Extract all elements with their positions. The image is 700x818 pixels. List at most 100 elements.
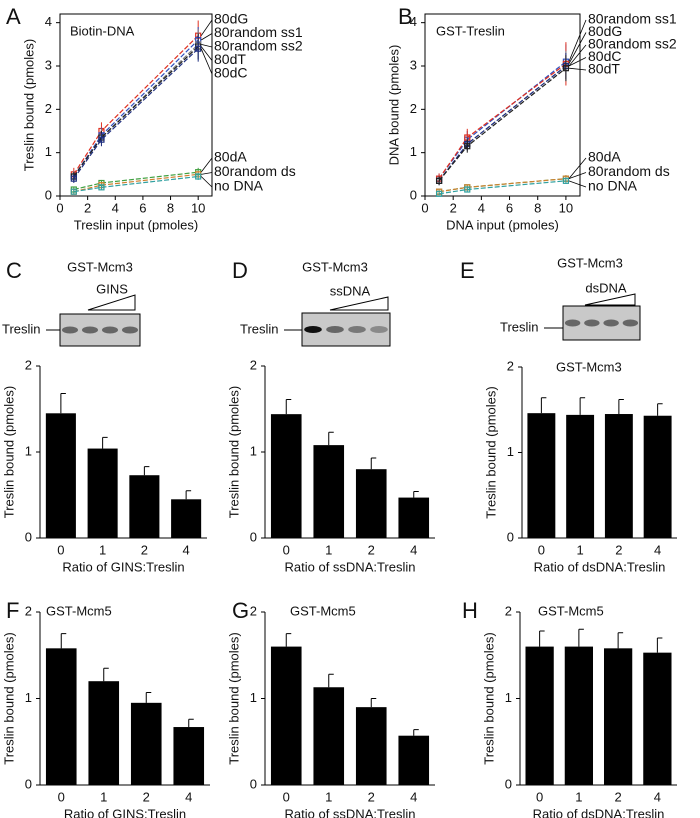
bar bbox=[643, 415, 672, 538]
blot-treatment: dsDNA bbox=[585, 280, 627, 295]
error-bar bbox=[60, 633, 67, 649]
y-tick-label: 0 bbox=[507, 529, 514, 544]
blot-band bbox=[82, 326, 98, 334]
error-bar bbox=[370, 457, 377, 470]
bar bbox=[355, 707, 387, 785]
error-bar bbox=[617, 632, 624, 649]
x-tick-label: 0 bbox=[536, 789, 543, 804]
y-tick-label: 0 bbox=[25, 776, 32, 791]
point bbox=[195, 173, 202, 180]
x-tick-label: 0 bbox=[56, 200, 63, 215]
point bbox=[464, 143, 471, 150]
y-tick-label: 2 bbox=[45, 101, 52, 116]
error-bar bbox=[185, 490, 192, 500]
y-tick-label: 1 bbox=[45, 144, 52, 159]
bar bbox=[603, 648, 633, 785]
panel-letter: A bbox=[6, 4, 21, 29]
label-leader bbox=[200, 33, 213, 41]
y-tick-label: 0 bbox=[25, 529, 32, 544]
x-tick-label: 4 bbox=[410, 789, 417, 804]
blot-band bbox=[348, 326, 366, 333]
x-tick-label: 0 bbox=[57, 542, 64, 557]
y-tick-label: 3 bbox=[45, 57, 52, 72]
bar bbox=[643, 652, 672, 785]
panel-letter: G bbox=[232, 598, 249, 623]
y-tick-label: 1 bbox=[25, 690, 32, 705]
error-bar bbox=[285, 633, 292, 647]
error-bar bbox=[540, 397, 547, 414]
series-label: 80dA bbox=[588, 149, 621, 165]
x-tick-label: 2 bbox=[141, 542, 148, 557]
x-axis-label: Ratio of dsDNA:Treslin bbox=[533, 806, 665, 818]
x-tick-label: 2 bbox=[143, 789, 150, 804]
x-tick-label: 2 bbox=[615, 789, 622, 804]
plot-frame bbox=[424, 13, 581, 197]
x-tick-label: 4 bbox=[478, 200, 485, 215]
series-label: 80dG bbox=[214, 11, 248, 27]
error-bar bbox=[618, 398, 624, 415]
series-label: 80dA bbox=[214, 149, 247, 165]
bar bbox=[566, 414, 595, 538]
point bbox=[562, 177, 570, 184]
error-bar bbox=[285, 399, 292, 415]
blot-title: GST-Mcm3 bbox=[67, 259, 133, 274]
label-leader bbox=[568, 19, 587, 62]
label-leader bbox=[201, 172, 213, 175]
series-label: no DNA bbox=[214, 178, 264, 194]
label-leader bbox=[200, 48, 213, 75]
series-line bbox=[438, 178, 566, 193]
x-tick-label: 1 bbox=[100, 789, 107, 804]
wedge bbox=[329, 296, 389, 311]
x-tick-label: 2 bbox=[450, 200, 457, 215]
y-axis-label: Treslin bound (pmoles) bbox=[226, 632, 241, 764]
error-bar bbox=[103, 667, 109, 682]
series-label: 80random ss1 bbox=[214, 24, 303, 40]
series-label: 80random ss2 bbox=[214, 38, 303, 54]
x-tick-label: 4 bbox=[654, 542, 661, 557]
blot-treatment: ssDNA bbox=[330, 283, 371, 298]
x-axis-label: Ratio of GINS:Treslin bbox=[64, 806, 186, 818]
x-tick-label: 10 bbox=[191, 200, 205, 215]
series-label: 80random ds bbox=[588, 163, 670, 179]
y-axis-label: DNA bound (pmoles) bbox=[386, 45, 401, 166]
series-line bbox=[438, 61, 567, 180]
point bbox=[70, 175, 77, 182]
error-bar bbox=[145, 691, 152, 703]
point bbox=[70, 188, 77, 195]
error-bar bbox=[143, 466, 150, 476]
x-tick-label: 4 bbox=[410, 542, 417, 557]
blot-band bbox=[622, 319, 639, 327]
series-label: 80random ss2 bbox=[588, 36, 677, 52]
x-tick-label: 10 bbox=[559, 200, 573, 215]
panel-letter: F bbox=[6, 598, 19, 623]
bar bbox=[87, 448, 118, 538]
x-tick-label: 6 bbox=[139, 200, 146, 215]
bar bbox=[88, 681, 120, 785]
series-label: 80dG bbox=[588, 23, 622, 39]
blot-treatment: GINS bbox=[96, 281, 128, 296]
error-bar bbox=[102, 436, 108, 449]
panel-letter: E bbox=[460, 258, 475, 283]
label-leader bbox=[568, 157, 587, 179]
y-tick-label: 2 bbox=[25, 357, 32, 372]
label-leader bbox=[568, 32, 587, 65]
annotation: Biotin-DNA bbox=[70, 23, 135, 38]
x-tick-label: 0 bbox=[58, 789, 65, 804]
x-tick-label: 8 bbox=[534, 200, 541, 215]
x-tick-label: 0 bbox=[283, 542, 290, 557]
error-bar bbox=[188, 718, 194, 728]
label-leader bbox=[200, 19, 213, 36]
x-tick-label: 2 bbox=[84, 200, 91, 215]
x-tick-label: 0 bbox=[283, 789, 290, 804]
plot-frame bbox=[59, 13, 213, 197]
blot-band-label: Treslin bbox=[2, 321, 41, 336]
bar bbox=[527, 413, 556, 538]
point bbox=[464, 186, 471, 193]
blot-title: GST-Mcm3 bbox=[557, 255, 623, 270]
series-line bbox=[438, 65, 567, 182]
y-tick-label: 0 bbox=[250, 776, 257, 791]
y-axis-label: Treslin bound (pmoles) bbox=[226, 386, 241, 518]
y-tick-label: 1 bbox=[250, 690, 257, 705]
